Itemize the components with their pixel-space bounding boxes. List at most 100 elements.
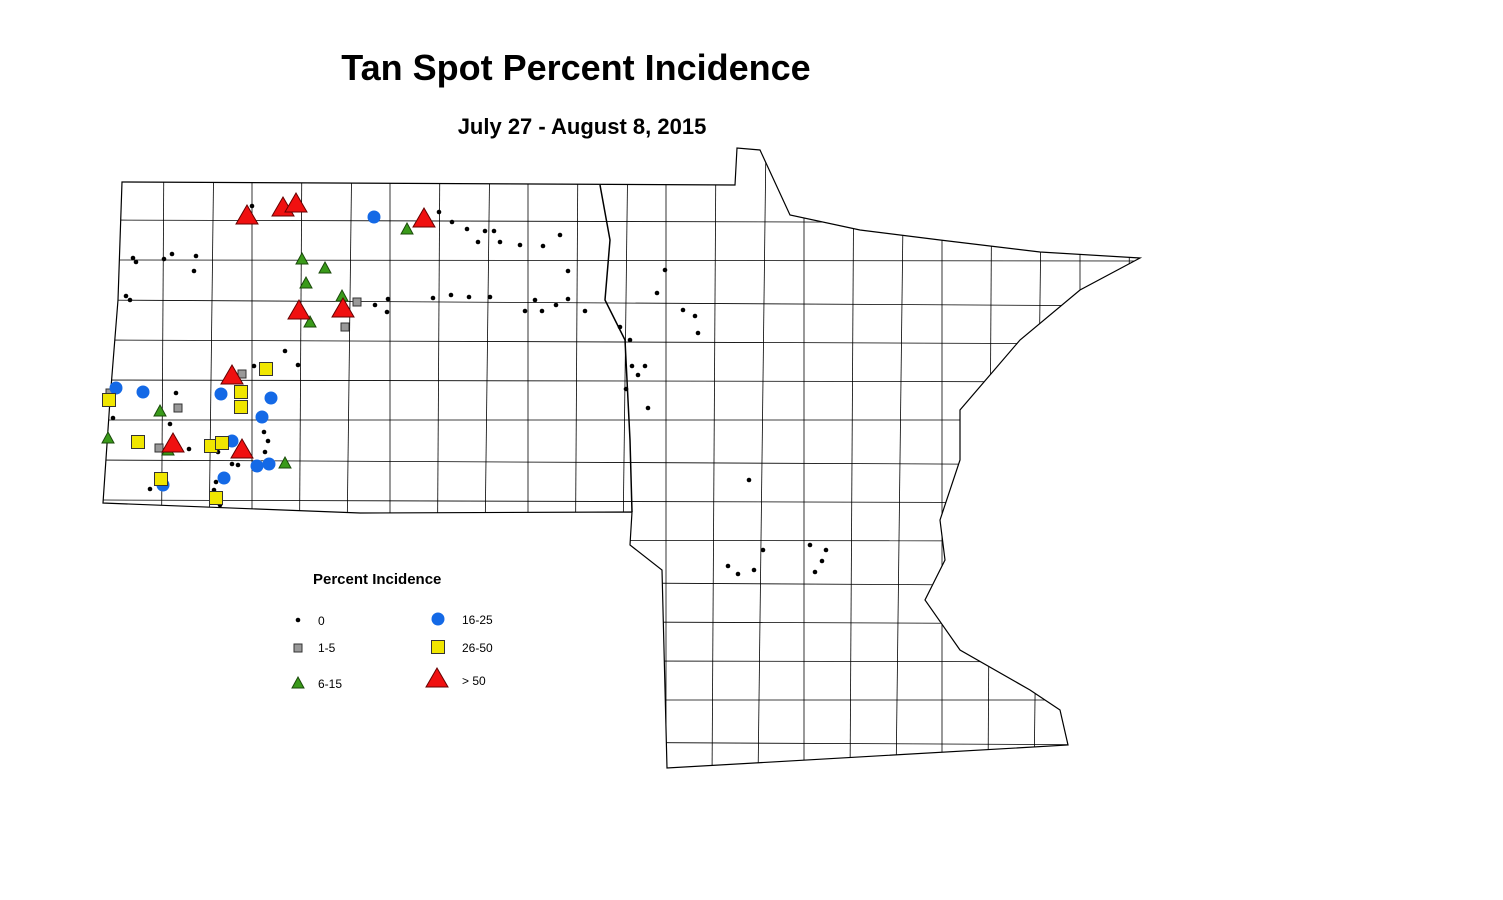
- symbol-zero: [487, 294, 493, 300]
- county-line: [103, 739, 1140, 746]
- symbol-zero: [265, 438, 271, 444]
- symbol-zero: [372, 302, 378, 308]
- legend-title: Percent Incidence: [313, 571, 441, 588]
- symbol-yellow: [234, 385, 248, 399]
- symbol-red: [161, 432, 185, 453]
- symbol-zero: [491, 228, 497, 234]
- symbol-yellow: [234, 400, 248, 414]
- legend-label: 0: [318, 614, 325, 628]
- symbol-zero: [133, 259, 139, 265]
- symbol-zero: [229, 461, 235, 467]
- symbol-red: [284, 192, 308, 213]
- symbol-red: [331, 297, 355, 318]
- symbol-zero: [295, 362, 301, 368]
- symbol-zero: [623, 386, 629, 392]
- symbol-zero: [497, 239, 503, 245]
- symbol-green: [153, 403, 167, 417]
- symbol-zero: [539, 308, 545, 314]
- symbol-zero: [251, 363, 257, 369]
- symbol-yellow: [102, 393, 116, 407]
- symbol-zero: [553, 302, 559, 308]
- symbol-gray: [173, 403, 183, 413]
- symbol-zero: [565, 268, 571, 274]
- symbol-zero: [654, 290, 660, 296]
- county-line: [895, 148, 905, 768]
- symbol-zero: [642, 363, 648, 369]
- symbol-zero: [692, 313, 698, 319]
- symbol-yellow: [131, 435, 145, 449]
- symbol-zero: [751, 567, 757, 573]
- symbol-zero: [448, 292, 454, 298]
- legend-label: 16-25: [462, 613, 493, 627]
- symbol-zero: [617, 324, 623, 330]
- symbol-green: [278, 455, 292, 469]
- symbol-green: [101, 430, 115, 444]
- symbol-zero: [161, 256, 167, 262]
- county-line: [103, 459, 1140, 466]
- symbol-gray: [352, 297, 362, 307]
- symbol-zero: [436, 209, 442, 215]
- symbol-zero: [262, 449, 268, 455]
- symbol-zero: [635, 372, 641, 378]
- symbol-zero: [384, 309, 390, 315]
- symbol-red: [230, 438, 254, 459]
- symbol-zero: [186, 446, 192, 452]
- symbol-zero: [282, 348, 288, 354]
- symbol-zero: [540, 243, 546, 249]
- symbol-yellow: [209, 491, 223, 505]
- symbol-zero: [823, 547, 829, 553]
- symbol-zero: [167, 421, 173, 427]
- symbol-zero: [110, 415, 116, 421]
- county-line: [343, 148, 353, 768]
- symbol-zero: [522, 308, 528, 314]
- county-line: [103, 379, 1140, 383]
- symbol-blue: [214, 387, 228, 401]
- symbol-red: [412, 207, 436, 228]
- symbol-zero: [557, 232, 563, 238]
- symbol-zero: [261, 429, 267, 435]
- symbol-red: [220, 364, 244, 385]
- symbol-blue: [255, 410, 269, 424]
- symbol-green: [400, 221, 414, 235]
- symbol-yellow: [215, 436, 229, 450]
- county-line: [1033, 148, 1043, 768]
- county-line: [757, 148, 767, 768]
- symbol-green: [291, 675, 305, 689]
- legend-label: 1-5: [318, 641, 336, 655]
- county-line: [103, 339, 1140, 345]
- symbol-zero: [130, 255, 136, 261]
- county-line: [103, 499, 1140, 504]
- symbol-red: [425, 667, 449, 688]
- county-line: [103, 659, 1140, 663]
- symbol-gray: [154, 443, 164, 453]
- symbol-zero: [213, 479, 219, 485]
- symbol-zero: [295, 617, 301, 623]
- symbol-zero: [629, 363, 635, 369]
- legend: Percent Incidence 0 1-5 6-15 16-25 26-50…: [291, 571, 493, 691]
- symbol-blue: [431, 612, 445, 626]
- symbol-zero: [760, 547, 766, 553]
- symbol-yellow: [154, 472, 168, 486]
- state-border: [599, 184, 633, 513]
- legend-label: 6-15: [318, 677, 342, 691]
- symbol-zero: [662, 267, 668, 273]
- map-subtitle: July 27 - August 8, 2015: [458, 114, 707, 139]
- symbol-red: [235, 204, 259, 225]
- symbol-zero: [449, 219, 455, 225]
- symbol-zero: [680, 307, 686, 313]
- symbol-zero: [430, 295, 436, 301]
- county-line: [987, 148, 993, 768]
- symbol-gray: [293, 643, 303, 653]
- symbol-zero: [249, 203, 255, 209]
- county-line: [103, 259, 1140, 262]
- symbol-zero: [147, 486, 153, 492]
- symbol-blue: [217, 471, 231, 485]
- symbol-gray: [340, 322, 350, 332]
- symbol-green: [299, 275, 313, 289]
- symbol-zero: [565, 296, 571, 302]
- symbol-zero: [807, 542, 813, 548]
- county-line: [103, 539, 1140, 542]
- county-line: [849, 148, 855, 768]
- symbol-zero: [464, 226, 470, 232]
